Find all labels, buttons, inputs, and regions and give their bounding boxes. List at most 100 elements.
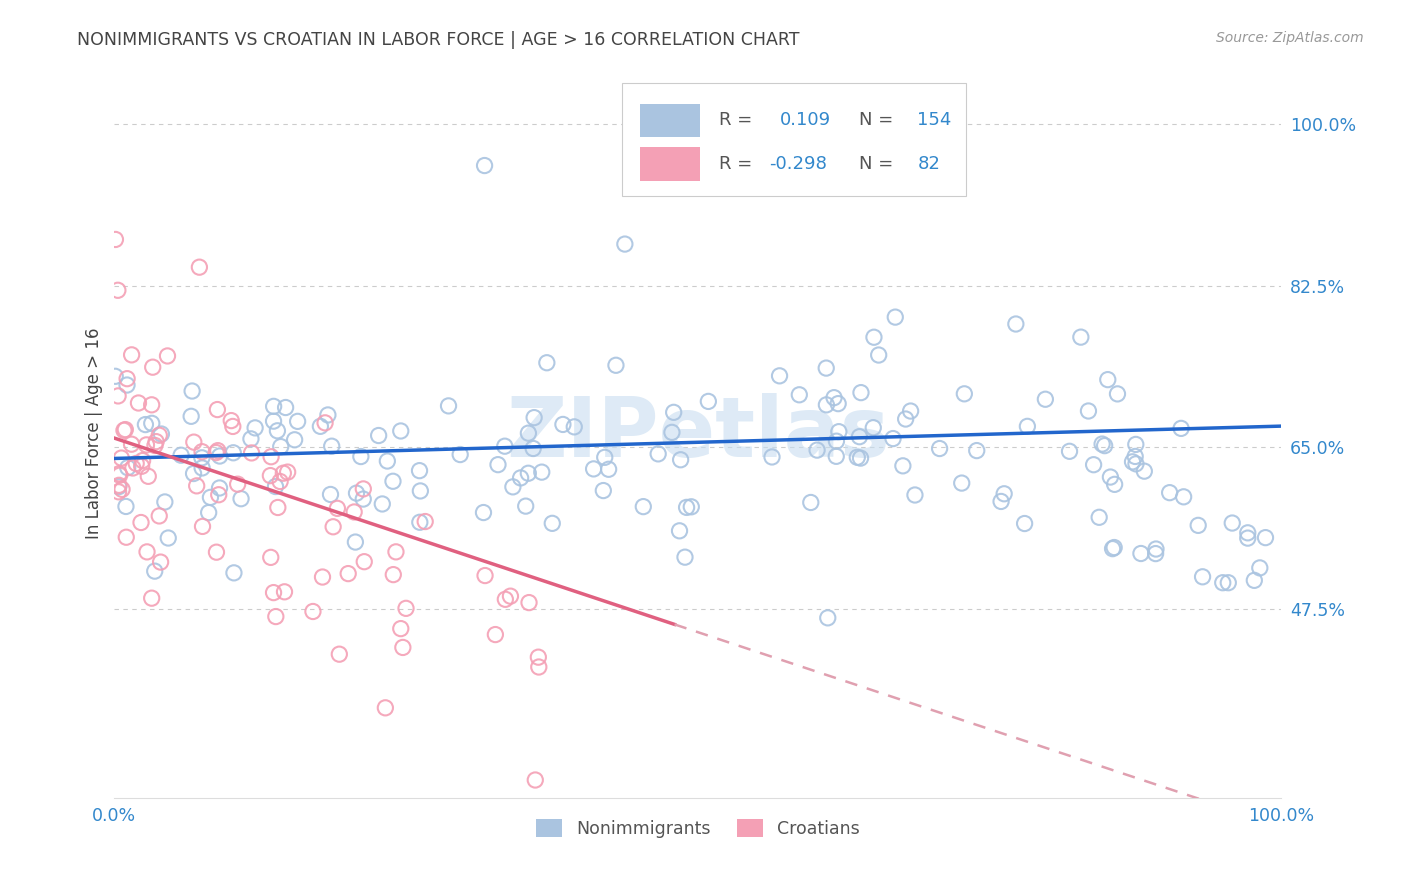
Point — [243, 421, 266, 435]
Point — [647, 447, 669, 461]
Point — [894, 412, 917, 426]
Point — [928, 442, 950, 456]
Point — [219, 414, 242, 428]
Point — [825, 434, 848, 449]
Point — [592, 483, 614, 498]
Point — [311, 570, 333, 584]
Point — [669, 452, 692, 467]
Point — [170, 448, 193, 462]
Point — [1133, 464, 1156, 478]
Point — [208, 488, 231, 502]
Point — [260, 450, 283, 464]
Text: -0.298: -0.298 — [769, 155, 827, 173]
Point — [150, 427, 173, 442]
Point — [966, 443, 988, 458]
Point — [524, 772, 547, 787]
FancyBboxPatch shape — [640, 103, 700, 137]
Point — [1101, 541, 1123, 556]
Point — [328, 647, 350, 661]
Point — [1212, 575, 1234, 590]
Point — [104, 369, 127, 384]
Point — [990, 494, 1012, 508]
Point — [181, 384, 204, 398]
Point — [1035, 392, 1057, 407]
Point — [186, 479, 208, 493]
Point — [502, 480, 524, 494]
Point — [1243, 574, 1265, 588]
Y-axis label: In Labor Force | Age > 16: In Labor Force | Age > 16 — [86, 327, 103, 540]
Point — [815, 398, 838, 412]
Point — [240, 446, 263, 460]
Text: Source: ZipAtlas.com: Source: ZipAtlas.com — [1216, 31, 1364, 45]
Point — [1173, 490, 1195, 504]
Point — [277, 465, 299, 479]
Point — [517, 467, 540, 481]
Point — [229, 491, 252, 506]
Point — [287, 414, 309, 428]
Point — [110, 451, 132, 466]
Point — [222, 566, 245, 580]
Point — [823, 391, 845, 405]
Point — [127, 396, 149, 410]
Point — [953, 386, 976, 401]
Point — [828, 425, 851, 439]
Point — [131, 459, 153, 474]
Point — [681, 500, 703, 514]
Point — [374, 701, 396, 715]
Point — [848, 430, 870, 444]
Point — [392, 640, 415, 655]
Point — [598, 462, 620, 476]
Point — [1144, 547, 1167, 561]
Point — [884, 310, 907, 325]
Point — [1170, 421, 1192, 435]
Point — [395, 601, 418, 615]
Point — [302, 605, 325, 619]
Point — [499, 589, 522, 603]
Point — [605, 359, 627, 373]
Point — [381, 475, 404, 489]
Point — [509, 471, 531, 485]
Point — [993, 487, 1015, 501]
Point — [849, 385, 872, 400]
Point — [263, 414, 285, 428]
Point — [582, 462, 605, 476]
Point — [205, 545, 228, 559]
Point — [107, 480, 129, 494]
Point — [191, 519, 214, 533]
Point — [673, 550, 696, 565]
Point — [264, 479, 287, 493]
Point — [389, 424, 412, 438]
Point — [108, 467, 131, 481]
Point — [135, 438, 157, 452]
Text: R =: R = — [718, 112, 752, 129]
Point — [259, 468, 281, 483]
Point — [527, 660, 550, 674]
Text: ZIPetlas: ZIPetlas — [506, 393, 890, 474]
Point — [321, 439, 343, 453]
Point — [1102, 541, 1125, 555]
Point — [891, 458, 914, 473]
Point — [371, 497, 394, 511]
Point — [661, 425, 683, 440]
Point — [1236, 525, 1258, 540]
Point — [1191, 570, 1213, 584]
Point — [141, 417, 163, 431]
Point — [950, 476, 973, 491]
Point — [314, 416, 336, 430]
Point — [523, 410, 546, 425]
Point — [517, 426, 540, 441]
Point — [222, 419, 245, 434]
Point — [1249, 561, 1271, 575]
Point — [868, 348, 890, 362]
Point — [108, 478, 131, 492]
Point — [1097, 373, 1119, 387]
Point — [849, 451, 872, 466]
Point — [269, 475, 291, 489]
Point — [900, 404, 922, 418]
Point — [207, 402, 229, 417]
Point — [148, 508, 170, 523]
Point — [208, 481, 231, 495]
Point — [1059, 444, 1081, 458]
Point — [121, 461, 143, 475]
Point — [207, 443, 229, 458]
